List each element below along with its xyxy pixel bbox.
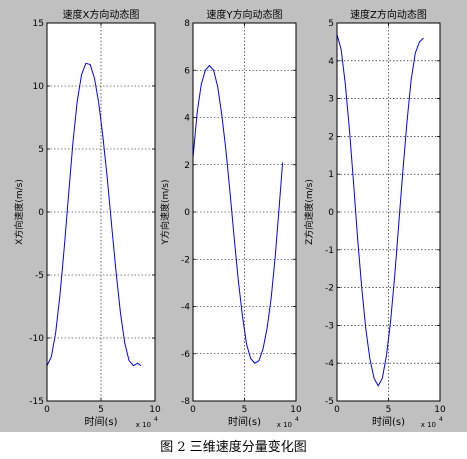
x-tick-label-y: 5 (242, 405, 248, 415)
y-tick-label-z: 1 (328, 170, 334, 180)
x-axis-label-y: 时间(s) (228, 415, 261, 428)
series-line-y (192, 64, 284, 364)
y-tick-label-z: 5 (328, 19, 334, 29)
x-exponent-label-z: x 10 (421, 421, 436, 429)
y-tick-label-x: -5 (35, 271, 44, 281)
x-tick-label-z: 10 (434, 405, 446, 415)
series-line-z (336, 34, 424, 387)
x-tick-label-z: 0 (334, 405, 340, 415)
figure-caption: 图 2 三维速度分量变化图 (160, 440, 307, 455)
y-tick-label-z: -3 (325, 321, 334, 331)
y-tick-label-z: 3 (328, 95, 334, 105)
y-tick-label-y: 8 (184, 19, 190, 29)
y-tick-label-y: 2 (184, 161, 190, 171)
y-tick-label-x: 15 (33, 19, 44, 29)
x-exponent-power-y: 4 (295, 416, 299, 423)
y-tick-label-z: -5 (325, 397, 334, 407)
y-tick-label-y: -4 (181, 303, 190, 313)
chart-title-y: 速度Y方向动态图 (206, 8, 282, 21)
y-tick-label-y: 4 (184, 114, 190, 124)
y-tick-label-x: -10 (29, 334, 44, 344)
x-axis-label-z: 时间(s) (372, 415, 405, 428)
y-tick-label-x: 10 (33, 82, 45, 92)
y-tick-label-y: 0 (184, 208, 190, 218)
y-tick-label-x: -15 (29, 397, 44, 407)
y-axis-label-z: Z方向速度(m/s) (303, 179, 315, 245)
x-exponent-power-x: 4 (154, 416, 158, 423)
x-axis-label-x: 时间(s) (84, 415, 117, 428)
chart-title-z: 速度Z方向动态图 (350, 8, 427, 21)
y-axis-label-x: X方向速度(m/s) (13, 179, 25, 245)
x-tick-label-y: 10 (290, 405, 302, 415)
x-exponent-label-y: x 10 (277, 421, 292, 429)
y-tick-label-x: 0 (38, 208, 44, 218)
y-tick-label-z: 2 (328, 132, 334, 142)
x-tick-label-x: 10 (149, 405, 161, 415)
x-exponent-label-x: x 10 (136, 421, 151, 429)
x-tick-label-z: 5 (386, 405, 392, 415)
x-exponent-power-z: 4 (439, 416, 443, 423)
y-tick-label-z: -1 (325, 246, 334, 256)
y-tick-label-z: -4 (325, 359, 334, 369)
y-tick-label-z: 0 (328, 208, 334, 218)
x-tick-label-x: 0 (44, 405, 50, 415)
series-line-x (46, 62, 142, 367)
y-axis-label-y: Y方向速度(m/s) (159, 179, 171, 245)
x-tick-label-y: 0 (190, 405, 196, 415)
x-tick-label-x: 5 (98, 405, 104, 415)
y-tick-label-y: -8 (181, 397, 190, 407)
y-tick-label-z: 4 (328, 57, 334, 67)
y-tick-label-y: -2 (181, 255, 190, 265)
y-tick-label-x: 5 (38, 145, 44, 155)
y-tick-label-z: -2 (325, 284, 334, 294)
y-tick-label-y: 6 (184, 66, 190, 76)
chart-title-x: 速度X方向动态图 (63, 8, 140, 21)
y-tick-label-y: -6 (181, 350, 190, 360)
